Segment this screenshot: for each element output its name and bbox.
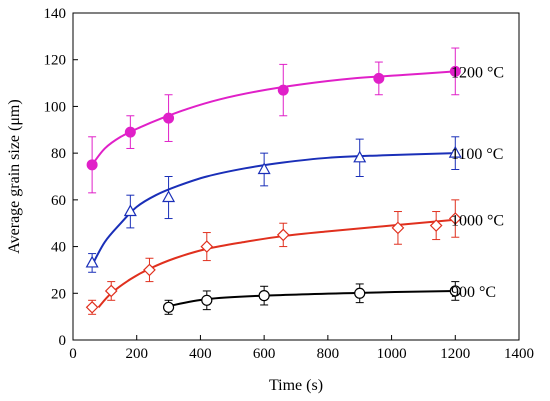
data-point xyxy=(162,301,175,313)
x-tick-label: 400 xyxy=(189,346,212,362)
y-tick-label: 60 xyxy=(51,193,66,209)
data-point xyxy=(449,65,461,77)
data-point xyxy=(429,219,443,232)
series-labels: 900 °C 1000 °C 1100 °C 1200 °C xyxy=(451,64,504,301)
data-point xyxy=(277,84,289,96)
data-point xyxy=(85,255,99,268)
data-point xyxy=(391,221,405,235)
y-tick-label: 40 xyxy=(51,240,66,256)
series-900-c xyxy=(162,281,461,315)
y-tick-label: 20 xyxy=(51,286,66,302)
series-label: 900 °C xyxy=(451,284,496,301)
data-point xyxy=(258,290,270,302)
data-point xyxy=(448,145,462,158)
data-point xyxy=(257,162,271,175)
series-label: 1200 °C xyxy=(451,64,504,81)
y-tick-label: 0 xyxy=(59,333,67,349)
y-tick-label: 140 xyxy=(44,6,67,22)
data-point xyxy=(143,263,156,277)
y-tick-label: 100 xyxy=(44,99,67,115)
x-tick-label: 800 xyxy=(317,346,340,362)
data-point xyxy=(276,228,290,242)
x-tick-label: 200 xyxy=(125,346,148,362)
data-point xyxy=(86,159,98,171)
series-layer xyxy=(85,47,462,315)
axes-layer: 0 200 400 600 800 1000 1200 1400 0 20 40 60 80 100 120… xyxy=(44,6,535,362)
data-point xyxy=(124,126,136,138)
x-tick-label: 1200 xyxy=(440,346,470,362)
fit-curve xyxy=(91,152,456,266)
x-tick-label: 0 xyxy=(69,346,77,362)
fit-curve xyxy=(91,70,456,166)
data-point xyxy=(448,212,462,225)
data-point xyxy=(373,72,385,84)
x-axis-title: Time (s) xyxy=(269,377,323,394)
plot-frame xyxy=(72,12,520,341)
data-point xyxy=(200,240,214,253)
data-point xyxy=(201,294,213,306)
series-1000-c xyxy=(85,199,462,315)
x-tick-label: 600 xyxy=(253,346,276,362)
y-axis-title: Average grain size (μm) xyxy=(6,99,23,253)
series-label: 1000 °C xyxy=(451,213,504,230)
y-tick-label: 120 xyxy=(44,53,67,69)
fit-curve xyxy=(168,289,456,308)
data-point xyxy=(449,285,461,297)
series-1200-c xyxy=(86,47,461,194)
data-point xyxy=(85,300,99,314)
x-tick-label: 1400 xyxy=(504,346,534,362)
data-point xyxy=(354,287,366,299)
data-point xyxy=(163,112,175,124)
series-label: 1100 °C xyxy=(451,146,503,163)
data-point xyxy=(123,204,137,217)
x-tick-label: 1000 xyxy=(377,346,407,362)
series-1100-c xyxy=(85,136,462,273)
data-point xyxy=(353,150,367,163)
y-tick-label: 80 xyxy=(51,146,66,162)
data-point xyxy=(162,190,176,203)
data-point xyxy=(104,284,118,298)
